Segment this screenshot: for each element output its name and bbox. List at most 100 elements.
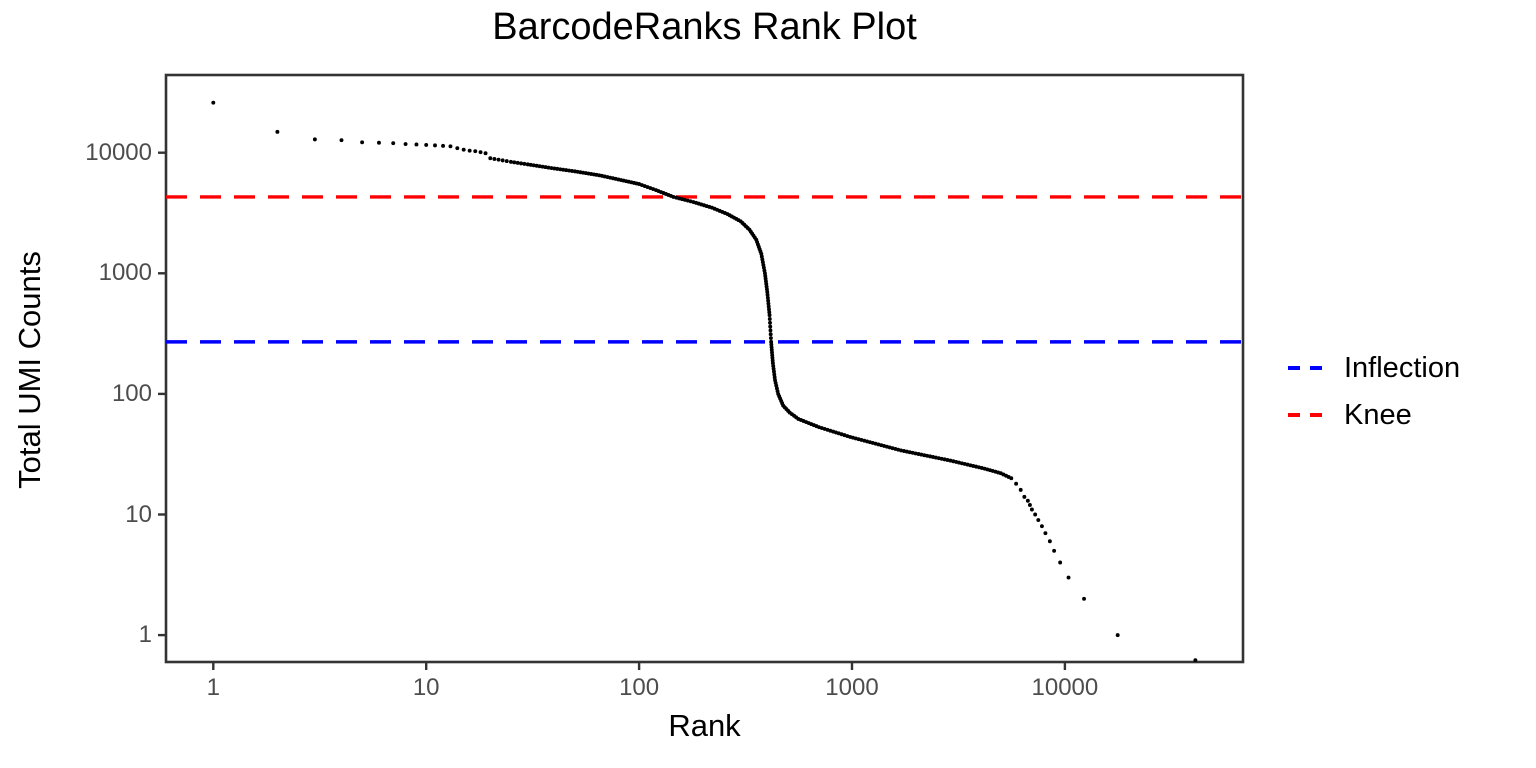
data-point <box>933 455 938 460</box>
data-point <box>928 454 933 459</box>
x-tick-label: 1 <box>206 674 220 701</box>
data-point <box>1018 487 1023 492</box>
inflection-dash-key-icon <box>1288 366 1328 370</box>
data-point <box>1039 524 1044 529</box>
data-point <box>549 166 554 170</box>
data-point <box>768 320 772 325</box>
knee-dash-key-icon <box>1288 413 1328 417</box>
legend-entry-knee: Knee <box>1288 399 1460 431</box>
data-point <box>312 137 317 142</box>
data-point <box>768 328 773 333</box>
data-point <box>766 301 771 306</box>
data-point <box>945 458 950 462</box>
data-point <box>455 146 460 151</box>
data-point <box>537 164 542 169</box>
data-point <box>525 162 530 167</box>
y-tick-label: 100 <box>111 379 152 407</box>
data-point <box>1033 512 1038 517</box>
data-point <box>552 166 557 171</box>
data-point <box>1082 596 1086 601</box>
data-point <box>1022 494 1027 499</box>
data-point <box>925 453 930 458</box>
data-point <box>767 307 771 312</box>
data-point <box>771 366 776 371</box>
data-point <box>910 450 915 455</box>
data-point <box>275 129 280 134</box>
data-point <box>500 158 505 163</box>
data-point <box>534 163 539 168</box>
data-point <box>907 450 912 455</box>
x-axis-label: Rank <box>668 708 741 743</box>
data-point <box>1052 548 1057 553</box>
data-point <box>211 100 216 105</box>
data-point <box>488 156 493 161</box>
data-point <box>567 168 572 173</box>
data-point <box>772 375 777 380</box>
y-tick-label: 1000 <box>98 259 152 287</box>
data-point <box>473 149 478 154</box>
data-point <box>1115 633 1120 638</box>
data-point <box>504 159 509 164</box>
data-point <box>765 290 770 294</box>
data-point <box>919 452 924 457</box>
data-point <box>414 142 419 147</box>
data-point <box>922 453 927 458</box>
data-point <box>1014 481 1019 486</box>
data-point <box>424 142 429 147</box>
data-point <box>522 161 527 166</box>
data-point <box>770 361 775 366</box>
data-point <box>483 151 488 156</box>
data-point <box>478 150 483 155</box>
data-point <box>899 448 904 453</box>
data-point <box>543 165 548 170</box>
x-tick-label: 10 <box>412 674 440 701</box>
data-point <box>508 159 513 164</box>
data-point <box>767 316 772 321</box>
data-point <box>765 292 770 297</box>
data-point <box>902 449 906 453</box>
data-point <box>403 142 408 146</box>
data-point <box>391 141 396 146</box>
y-tick-label: 1 <box>138 621 152 649</box>
x-tick-label: 100 <box>619 674 660 701</box>
data-point <box>768 324 773 329</box>
data-point <box>377 140 381 145</box>
data-point <box>768 336 773 341</box>
data-point <box>1025 498 1030 503</box>
data-point <box>496 157 501 162</box>
data-point <box>1047 539 1052 544</box>
legend: Inflection Knee <box>1288 352 1460 431</box>
data-point <box>768 332 773 337</box>
data-point <box>540 164 545 169</box>
x-tick-label: 10000 <box>1031 674 1099 701</box>
data-point <box>913 451 918 456</box>
data-point <box>767 310 772 315</box>
data-point <box>1043 531 1048 536</box>
legend-label-knee: Knee <box>1344 398 1412 431</box>
y-tick-label: 10 <box>125 500 152 528</box>
panel-border <box>164 73 1245 664</box>
data-point <box>519 161 523 166</box>
data-point <box>512 160 517 165</box>
data-point <box>515 160 520 165</box>
data-point <box>339 138 344 143</box>
data-point <box>766 304 771 309</box>
x-tick-label: 1000 <box>825 674 879 701</box>
data-point <box>1066 575 1071 580</box>
data-point <box>448 144 453 149</box>
data-point <box>467 148 472 153</box>
data-point <box>555 166 560 171</box>
data-point <box>461 147 466 152</box>
data-point <box>1193 658 1198 663</box>
data-point <box>904 449 909 454</box>
data-point <box>564 168 569 173</box>
data-point <box>546 165 551 170</box>
data-point <box>1027 503 1032 507</box>
data-point <box>531 163 536 168</box>
data-point <box>1029 507 1034 512</box>
data-point <box>942 457 947 462</box>
data-point <box>561 167 566 172</box>
data-point <box>1009 476 1014 481</box>
data-point <box>1058 560 1063 565</box>
